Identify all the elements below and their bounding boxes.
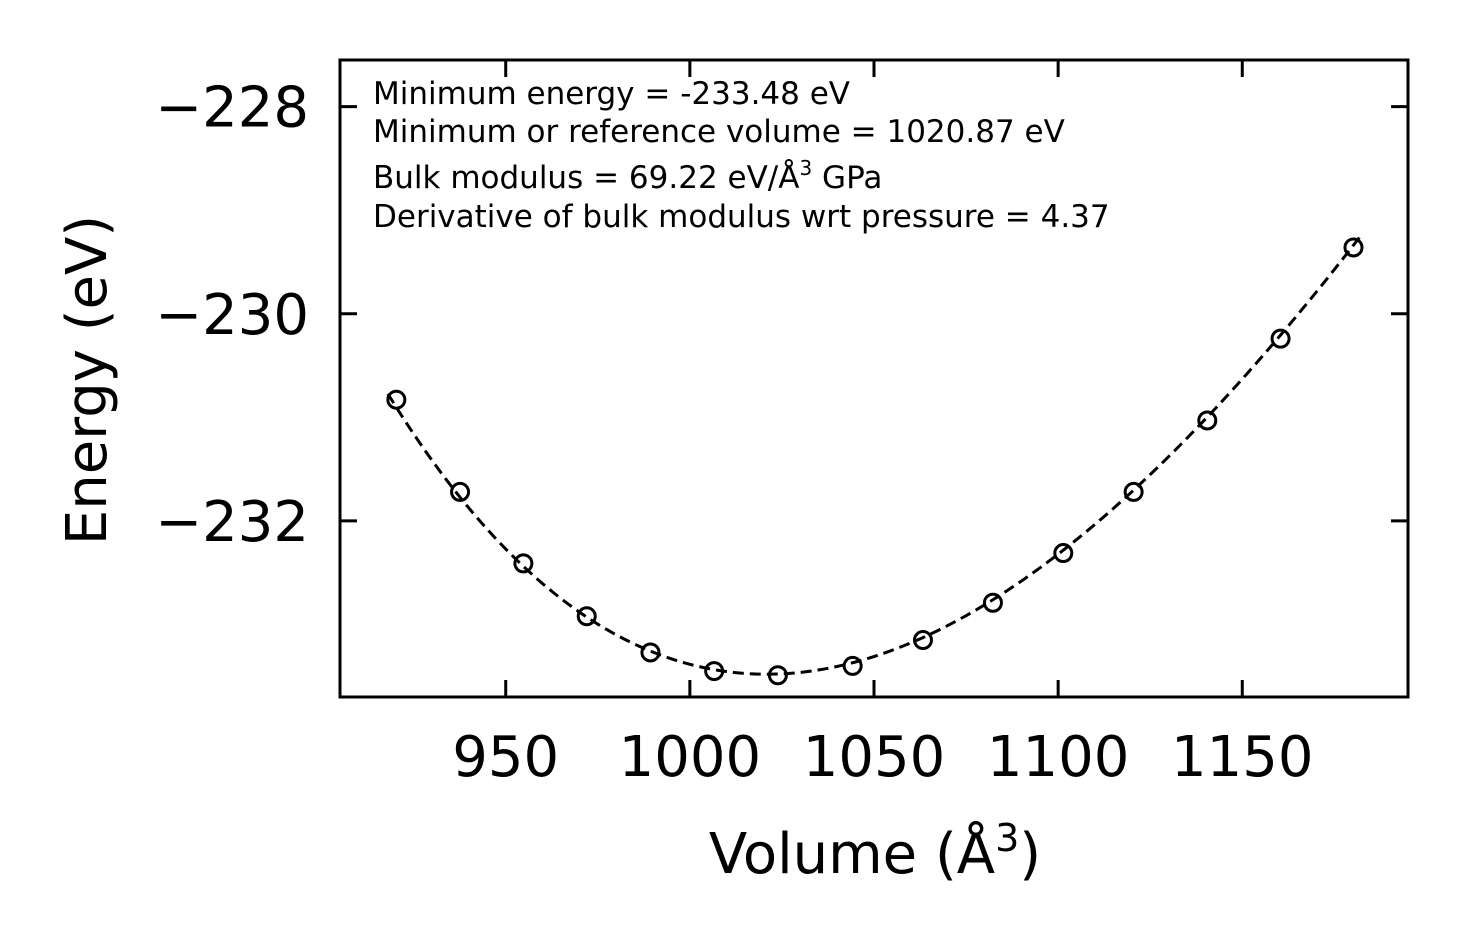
- x-tick-label: 950: [452, 725, 559, 790]
- fit-curve: [386, 235, 1362, 676]
- data-point: [450, 481, 471, 502]
- data-point: [767, 665, 788, 686]
- annotation-bulk-derivative: Derivative of bulk modulus wrt pressure …: [373, 199, 1110, 235]
- data-point: [513, 553, 534, 574]
- x-axis-label: Volume (Å3): [709, 816, 1041, 887]
- x-axis-label-close: ): [1019, 822, 1041, 887]
- annotation-block: Minimum energy = -233.48 eV Minimum or r…: [373, 76, 1110, 235]
- plot-frame: [338, 58, 1410, 699]
- annotation-min-volume: Minimum or reference volume = 1020.87 eV: [373, 114, 1065, 150]
- data-marks: [386, 235, 1364, 686]
- data-point: [576, 606, 597, 627]
- x-axis-label-text: Volume (Å: [709, 821, 995, 887]
- data-point: [982, 592, 1003, 613]
- x-tick-label: 1000: [619, 725, 762, 790]
- x-axis-label-sup: 3: [995, 816, 1019, 860]
- data-point: [640, 642, 661, 663]
- annotation-bulk-modulus-text: Bulk modulus = 69.22 eV/Å: [373, 160, 799, 196]
- annotation-bulk-modulus: Bulk modulus = 69.22 eV/Å3 GPa: [373, 156, 882, 196]
- data-point: [912, 630, 933, 651]
- x-tick-label: 1150: [1171, 725, 1314, 790]
- y-tick-label: −232: [155, 490, 309, 555]
- data-point: [1197, 410, 1218, 431]
- data-point: [1053, 543, 1074, 564]
- annotation-bulk-modulus-sup: 3: [799, 156, 812, 180]
- annotation-bulk-modulus-unit: GPa: [812, 160, 882, 196]
- data-point: [704, 661, 725, 682]
- data-point: [842, 655, 863, 676]
- x-tick-label: 1050: [803, 725, 946, 790]
- x-tick-label: 1100: [987, 725, 1130, 790]
- y-axis-label: Energy (eV): [55, 215, 120, 545]
- y-tick-label: −230: [155, 283, 309, 348]
- data-point: [1123, 481, 1144, 502]
- data-point: [386, 389, 407, 410]
- data-point: [1343, 237, 1364, 258]
- annotation-min-energy: Minimum energy = -233.48 eV: [373, 76, 850, 112]
- data-point: [1270, 328, 1291, 349]
- y-tick-label: −228: [155, 76, 309, 141]
- axis-ticks: 950 1000 1050 1100 1150 −228 −230 −232: [155, 60, 1408, 790]
